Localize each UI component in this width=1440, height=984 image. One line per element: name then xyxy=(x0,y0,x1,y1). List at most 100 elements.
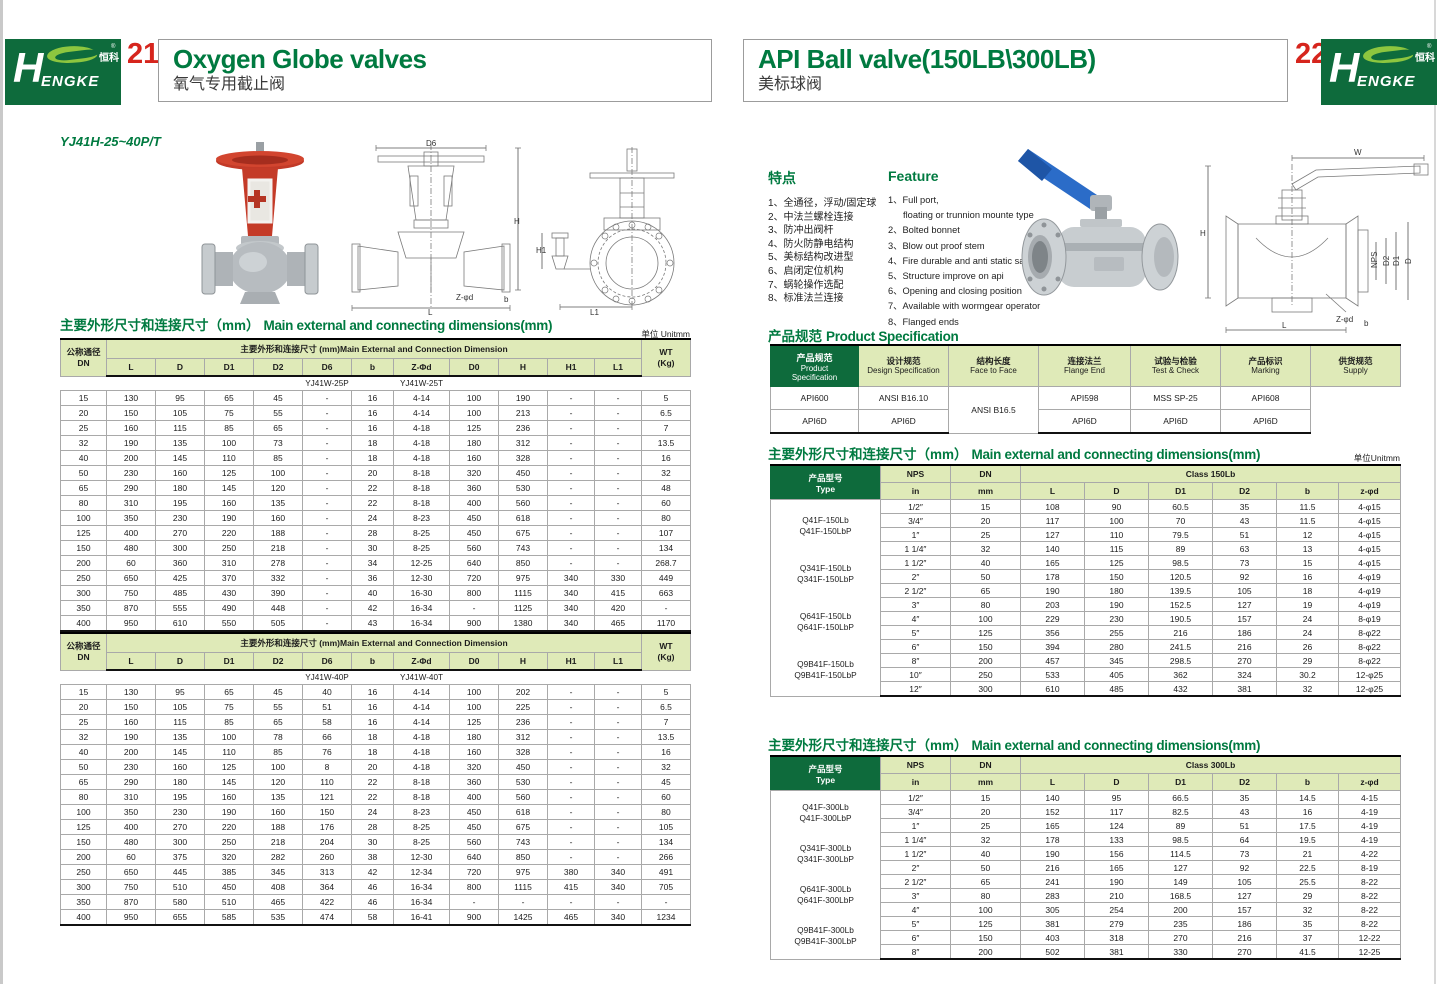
model-subheader: YJ41W-25P xyxy=(302,376,352,391)
table-cell: - xyxy=(498,894,548,910)
table-cell: 560 xyxy=(449,834,499,850)
span-header: 主要外形和连接尺寸 (mm)Main External and Connecti… xyxy=(105,632,643,653)
table-cell: 30 xyxy=(351,540,394,556)
table-cell: 8-18 xyxy=(393,495,450,511)
column-header: b xyxy=(1276,773,1339,791)
table-cell: - xyxy=(302,420,352,436)
table-cell: - xyxy=(547,450,595,466)
table-cell: 3/4″ xyxy=(880,804,951,819)
table-cell: 16-41 xyxy=(393,909,450,926)
table-cell: - xyxy=(593,789,643,805)
table-cell: 6.5 xyxy=(641,405,692,421)
page-title-en: Oxygen Globe valves xyxy=(173,44,427,74)
table-cell: 160 xyxy=(155,465,205,481)
table-row: 1 1/2″ 40 190 156 114.5 73 21 4-22 xyxy=(771,846,1401,861)
table-cell: 220 xyxy=(204,819,254,835)
column-header: D6 xyxy=(302,652,352,671)
table-cell: 2″ xyxy=(880,569,951,584)
table-cell: 300 xyxy=(155,834,205,850)
table-cell: 32 xyxy=(1276,681,1339,697)
table-cell: 114.5 xyxy=(1148,846,1213,861)
table-cell: 380 xyxy=(547,864,595,880)
table-cell: 8-22 xyxy=(1338,916,1401,931)
title-en: Main external and connecting dimensions(… xyxy=(263,318,553,333)
column-header: D0 xyxy=(449,358,499,377)
table-row: 65 290 180 145 120 110 22 8-18 360 530- -45 xyxy=(60,774,692,790)
table-cell: 65 xyxy=(204,684,254,700)
table-cell: 318 xyxy=(1084,930,1149,945)
table-cell: 145 xyxy=(155,744,205,760)
table-cell: 50 xyxy=(950,860,1021,875)
table-cell: 241.5 xyxy=(1148,639,1213,654)
table-cell: 230 xyxy=(106,759,156,775)
table-cell: 12-25 xyxy=(1338,944,1401,960)
table-cell: 55 xyxy=(253,699,303,715)
table-cell: 73 xyxy=(1212,846,1277,861)
table-cell: 200 xyxy=(950,944,1021,960)
table-cell: 7 xyxy=(641,714,692,730)
table-row: 250 650 425 370 332-36 12-30 720 975 340 330 449 xyxy=(60,570,692,586)
table-row: 2″ 50 178 150 120.5 92 16 4-φ19 xyxy=(771,569,1401,584)
table-cell: - xyxy=(547,420,595,436)
table-cell: 4-φ19 xyxy=(1338,569,1401,584)
table-cell: - xyxy=(593,555,643,571)
table-cell: 310 xyxy=(106,789,156,805)
table-cell: 210 xyxy=(1084,888,1149,903)
table-cell: 78 xyxy=(253,729,303,745)
table-cell: 255 xyxy=(1084,625,1149,640)
table-cell: 25 xyxy=(60,420,107,436)
table-cell: 650 xyxy=(106,570,156,586)
table-cell: 127 xyxy=(1212,888,1277,903)
table-cell: 216 xyxy=(1148,625,1213,640)
table-cell: 345 xyxy=(253,864,303,880)
table-cell: 35 xyxy=(1212,790,1277,805)
table-cell: 465 xyxy=(593,615,643,632)
table-cell: 188 xyxy=(253,525,303,541)
table-row: 20 150 105 75 55-16 4-14 100 213- -6.5 xyxy=(60,405,692,421)
title-cn: 主要外形尺寸和连接尺寸（mm） xyxy=(768,447,968,462)
column-header: 连接法兰 Flange End xyxy=(1038,344,1131,387)
table-cell: - xyxy=(593,480,643,496)
table-cell: - xyxy=(547,744,595,760)
table-cell: 550 xyxy=(204,615,254,632)
table-row: 25 160 115 85 65 58 16 4-14 125 236- -7 xyxy=(60,714,692,730)
table-cell: 80 xyxy=(641,804,692,820)
table-cell: 950 xyxy=(106,615,156,632)
table-cell: 250 xyxy=(950,667,1021,682)
table-cell: 328 xyxy=(498,744,548,760)
title-cn: 主要外形尺寸和连接尺寸（mm） xyxy=(768,738,968,753)
table-cell: 32 xyxy=(950,832,1021,847)
table-cell: API6D xyxy=(770,409,859,434)
feature-item: 3、Blow out proof stem xyxy=(888,240,985,251)
column-header: H xyxy=(498,652,548,671)
table-cell: 160 xyxy=(106,420,156,436)
table-cell: 283 xyxy=(1020,888,1085,903)
globe-valve-photo xyxy=(185,140,335,313)
table-cell: 130 xyxy=(106,390,156,406)
table-row: YJ41W-25P YJ41W-25T xyxy=(60,376,691,391)
table-cell: API6D xyxy=(1130,409,1221,434)
table-cell: - xyxy=(593,819,643,835)
table-cell: 35 xyxy=(1212,499,1277,514)
table-cell: 120.5 xyxy=(1148,569,1213,584)
table-cell: 156 xyxy=(1084,846,1149,861)
table-cell: 870 xyxy=(106,894,156,910)
table-cell: 204 xyxy=(302,834,352,850)
type-header: 产品型号 Type xyxy=(770,464,881,500)
table-cell: - xyxy=(547,729,595,745)
table-cell: 10″ xyxy=(880,667,951,682)
table-cell: 125 xyxy=(1084,555,1149,570)
table-cell: 46 xyxy=(351,879,394,895)
table-cell: 290 xyxy=(106,480,156,496)
table-cell: 36 xyxy=(351,570,394,586)
table-cell: 530 xyxy=(498,480,548,496)
table-cell: 110 xyxy=(1084,527,1149,542)
table-cell: 16 xyxy=(641,744,692,760)
table-cell: 2″ xyxy=(880,860,951,875)
table-cell: 20 xyxy=(351,465,394,481)
page-title-right: API Ball valve(150LB\300LB) 美标球阀 xyxy=(743,39,1288,102)
table-cell: 510 xyxy=(155,879,205,895)
table-cell: 4-φ19 xyxy=(1338,597,1401,612)
table-cell: 95 xyxy=(155,390,205,406)
spec-title: 产品规范 Product Specification xyxy=(768,325,959,345)
